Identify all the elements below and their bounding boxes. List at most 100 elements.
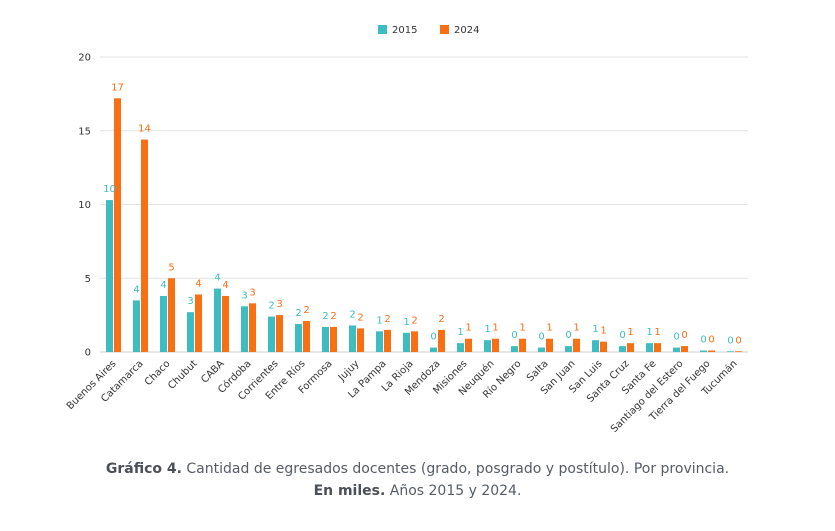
data-label-2015-chubut: 3	[187, 296, 193, 307]
legend-swatch-2015	[378, 25, 387, 34]
data-label-2024-rio-negro: 1	[519, 323, 525, 334]
bar-2024-formosa	[330, 326, 337, 352]
data-label-2024-salta: 1	[546, 323, 552, 334]
bar-2015-misiones	[457, 343, 464, 352]
data-label-2015-la-pampa: 1	[376, 315, 382, 326]
bar-2024-santa-cruz	[627, 343, 634, 352]
data-label-2015-neuquen: 1	[484, 324, 490, 335]
y-axis: 0 5 10 15 20	[78, 53, 91, 359]
data-label-2015-santa-cruz: 0	[619, 330, 625, 341]
data-label-2024-san-luis: 1	[600, 326, 606, 337]
bar-2015-santa-cruz	[619, 346, 626, 352]
bar-2015-santiago-del-estero	[673, 347, 680, 352]
bar-2015-neuquen	[484, 340, 491, 352]
data-label-2024-la-pampa: 2	[384, 314, 390, 325]
data-label-2024-caba: 4	[222, 280, 228, 291]
bar-2015-rio-negro	[511, 346, 518, 352]
bar-2024-tierra-del-fuego	[708, 350, 715, 352]
bar-2015-tierra-del-fuego	[700, 350, 707, 352]
data-label-2015-entre-rios: 2	[295, 308, 301, 319]
bar-2015-san-juan	[565, 346, 572, 352]
bar-2015-salta	[538, 347, 545, 352]
bar-2015-santa-fe	[646, 343, 653, 352]
legend-label-2024: 2024	[454, 25, 479, 36]
data-label-2015-buenos-aires: 10	[103, 184, 116, 195]
caption-figure-number: Gráfico 4.	[105, 461, 182, 477]
y-tick-label: 15	[78, 126, 91, 137]
bar-2015-la-rioja	[403, 332, 410, 352]
y-tick-label: 10	[78, 200, 91, 211]
bar-2024-jujuy	[357, 328, 364, 352]
data-label-2024-santiago-del-estero: 0	[681, 330, 687, 341]
bar-2015-chaco	[160, 295, 167, 352]
caption-years: Años 2015 y 2024.	[385, 483, 522, 499]
data-label-2015-misiones: 1	[457, 327, 463, 338]
legend-swatch-2024	[440, 25, 449, 34]
data-label-2024-mendoza: 2	[438, 314, 444, 325]
caption-line-2: En miles. Años 2015 y 2024.	[0, 480, 835, 502]
chart-bars	[106, 98, 742, 352]
data-label-2015-corrientes: 2	[268, 301, 274, 312]
data-label-2024-catamarca: 14	[138, 124, 151, 135]
bar-2015-cordoba	[241, 306, 248, 352]
data-label-2015-formosa: 2	[322, 311, 328, 322]
y-tick-label: 5	[85, 274, 91, 285]
bar-2015-buenos-aires	[106, 200, 113, 352]
bar-2024-santa-fe	[654, 343, 661, 352]
data-label-2024-la-rioja: 2	[411, 315, 417, 326]
data-label-2024-buenos-aires: 17	[111, 82, 124, 93]
data-label-2024-corrientes: 3	[276, 299, 282, 310]
data-label-2015-chaco: 4	[160, 280, 166, 291]
data-label-2024-santa-fe: 1	[654, 327, 660, 338]
bar-2015-mendoza	[430, 347, 437, 352]
data-label-2024-tucuman: 0	[735, 335, 741, 346]
bar-2024-san-juan	[573, 338, 580, 352]
data-label-2024-chaco: 5	[168, 262, 174, 273]
chart-gridlines	[100, 56, 748, 353]
bar-2024-neuquen	[492, 338, 499, 352]
caption-description: Cantidad de egresados docentes (grado, p…	[181, 461, 730, 477]
bar-2024-chaco	[168, 278, 175, 352]
bar-2024-catamarca	[141, 139, 148, 352]
data-label-2015-cordoba: 3	[241, 290, 247, 301]
data-label-2024-san-juan: 1	[573, 323, 579, 334]
bar-2024-salta	[546, 338, 553, 352]
data-label-2015-tucuman: 0	[727, 335, 733, 346]
data-label-2024-tierra-del-fuego: 0	[708, 335, 714, 346]
bar-2024-san-luis	[600, 341, 607, 352]
data-label-2015-la-rioja: 1	[403, 317, 409, 328]
chart-caption: Gráfico 4. Cantidad de egresados docente…	[0, 458, 835, 502]
bar-2024-caba	[222, 295, 229, 352]
x-tick-label-chubut: Chubut	[166, 358, 199, 391]
bar-2024-chubut	[195, 294, 202, 352]
bar-2024-la-pampa	[384, 329, 391, 352]
legend-label-2015: 2015	[392, 25, 417, 36]
data-label-2024-formosa: 2	[330, 311, 336, 322]
data-label-2015-santa-fe: 1	[646, 327, 652, 338]
bar-2015-tucuman	[727, 351, 734, 352]
data-label-2015-catamarca: 4	[133, 284, 139, 295]
y-tick-label: 20	[78, 53, 91, 64]
caption-units: En miles.	[313, 483, 386, 499]
data-label-2015-san-luis: 1	[592, 324, 598, 335]
data-label-2015-salta: 0	[538, 332, 544, 343]
data-label-2024-cordoba: 3	[249, 287, 255, 298]
bar-2015-la-pampa	[376, 331, 383, 352]
bar-2024-la-rioja	[411, 331, 418, 352]
bar-2015-caba	[214, 288, 221, 352]
data-label-2024-misiones: 1	[465, 323, 471, 334]
data-label-2015-mendoza: 0	[430, 332, 436, 343]
data-label-2024-neuquen: 1	[492, 323, 498, 334]
data-label-2015-santiago-del-estero: 0	[673, 332, 679, 343]
bar-2024-santiago-del-estero	[681, 346, 688, 352]
bar-2024-mendoza	[438, 329, 445, 352]
caption-line-1: Gráfico 4. Cantidad de egresados docente…	[0, 458, 835, 480]
data-label-2015-tierra-del-fuego: 0	[700, 335, 706, 346]
data-label-2015-rio-negro: 0	[511, 330, 517, 341]
bar-2015-catamarca	[133, 300, 140, 352]
bar-2024-misiones	[465, 338, 472, 352]
bar-2024-corrientes	[276, 315, 283, 352]
